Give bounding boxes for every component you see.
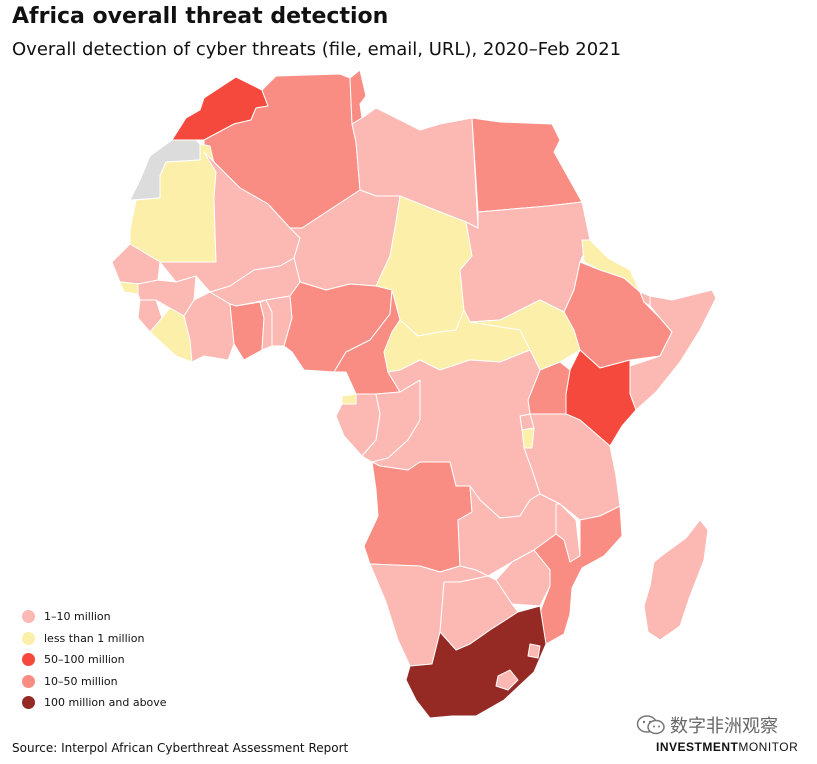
brand-logo: INVESTMENTMONITOR: [656, 740, 798, 754]
legend-item-10-50-million: 10–50 million: [22, 671, 167, 693]
legend-label: less than 1 million: [44, 631, 145, 645]
country-egypt: [471, 117, 583, 213]
wechat-watermark-text: 数字非洲观察: [670, 716, 778, 737]
legend-item-1-10-million: 1–10 million: [22, 606, 167, 628]
page-subtitle: Overall detection of cyber threats (file…: [12, 39, 622, 60]
brand-logo-part2: MONITOR: [738, 740, 799, 754]
map-legend: 1–10 million less than 1 million 50–100 …: [22, 606, 167, 714]
wechat-watermark: 数字非洲观察: [636, 712, 778, 738]
country-equatorial-guinea: [341, 393, 357, 405]
legend-label: 10–50 million: [44, 674, 118, 688]
legend-label: 50–100 million: [44, 653, 125, 667]
country-cote-divoire: [183, 291, 235, 363]
country-mauritania: [129, 143, 217, 263]
country-eswatini: [527, 643, 541, 659]
country-ghana: [229, 301, 265, 361]
legend-item-less-than-1-million: less than 1 million: [22, 628, 167, 650]
legend-swatch: [22, 631, 35, 645]
country-tunisia: [349, 69, 367, 125]
country-south-africa: [405, 605, 547, 719]
country-guinea-bissau: [119, 281, 141, 295]
wechat-icon: [636, 715, 665, 735]
legend-item-100-million-and-above: 100 million and above: [22, 692, 167, 714]
country-madagascar: [643, 519, 709, 641]
legend-swatch: [22, 610, 35, 624]
legend-label: 100 million and above: [44, 696, 167, 710]
source-note: Source: Interpol African Cyberthreat Ass…: [12, 741, 349, 755]
legend-swatch: [22, 653, 35, 667]
legend-label: 1–10 million: [44, 610, 111, 624]
country-lesotho: [495, 669, 519, 691]
legend-swatch: [22, 696, 35, 710]
legend-swatch: [22, 674, 35, 688]
brand-logo-part1: INVESTMENT: [656, 740, 739, 754]
legend-item-50-100-million: 50–100 million: [22, 649, 167, 671]
page-title: Africa overall threat detection: [12, 4, 389, 29]
